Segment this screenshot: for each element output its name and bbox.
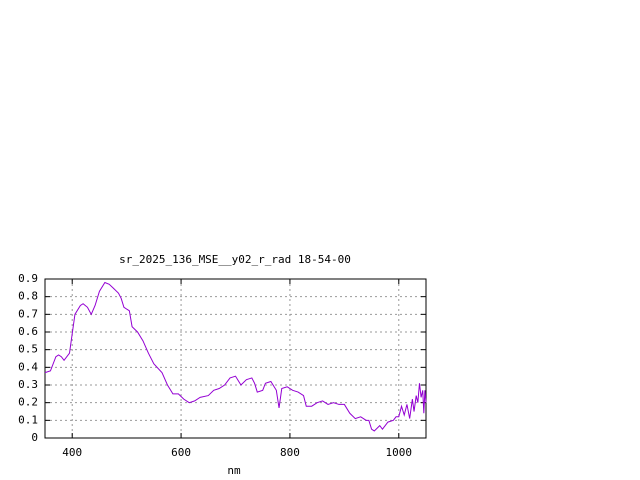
data-line bbox=[44, 281, 427, 432]
y-tick-label: 0.7 bbox=[18, 307, 38, 320]
y-tick-label: 0.8 bbox=[18, 290, 38, 303]
y-tick-label: 0.2 bbox=[18, 396, 38, 409]
y-tick-label: 0.4 bbox=[18, 360, 38, 373]
y-tick-label: 0.5 bbox=[18, 343, 38, 356]
x-tick-label: 1000 bbox=[386, 446, 413, 459]
y-tick-label: 0.9 bbox=[18, 272, 38, 285]
x-tick-label: 600 bbox=[171, 446, 191, 459]
x-tick-label: 800 bbox=[280, 446, 300, 459]
x-axis-label: nm bbox=[227, 464, 241, 477]
y-tick-label: 0.3 bbox=[18, 378, 38, 391]
y-tick-label: 0.6 bbox=[18, 325, 38, 338]
chart-title: sr_2025_136_MSE__y02_r_rad 18-54-00 bbox=[119, 253, 351, 266]
x-tick-label: 400 bbox=[62, 446, 82, 459]
plot-border bbox=[44, 278, 427, 439]
y-tick-label: 0 bbox=[31, 431, 38, 444]
y-tick-label: 0.1 bbox=[18, 413, 38, 426]
